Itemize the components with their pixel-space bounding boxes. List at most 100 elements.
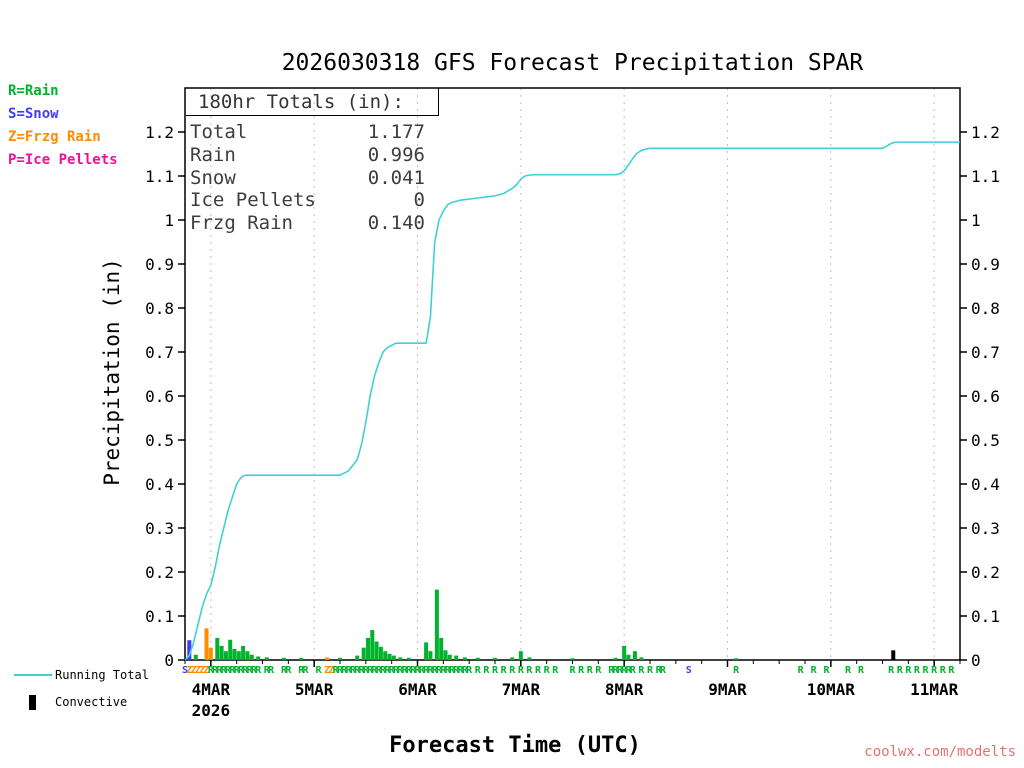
series-legend: Running Total Convective <box>10 666 149 720</box>
totals-box-header: 180hr Totals (in): <box>186 88 439 116</box>
svg-text:R: R <box>638 665 645 676</box>
convective-label: Convective <box>55 695 128 709</box>
totals-row-label: Ice Pellets <box>190 189 316 212</box>
svg-text:1.2: 1.2 <box>971 123 1000 142</box>
svg-text:9MAR: 9MAR <box>708 680 747 699</box>
svg-text:R: R <box>625 665 632 676</box>
svg-text:R: R <box>419 665 426 676</box>
svg-text:0.7: 0.7 <box>145 343 174 362</box>
svg-text:R: R <box>656 665 663 676</box>
svg-text:R: R <box>333 665 340 676</box>
svg-text:0.2: 0.2 <box>145 563 174 582</box>
svg-text:1: 1 <box>971 211 981 230</box>
svg-text:R: R <box>303 665 310 676</box>
svg-text:R: R <box>251 665 258 676</box>
svg-text:R: R <box>449 665 456 676</box>
svg-text:R: R <box>897 665 904 676</box>
svg-text:R: R <box>440 665 447 676</box>
svg-text:R: R <box>914 665 921 676</box>
svg-text:0.5: 0.5 <box>145 431 174 450</box>
totals-row-rain: Rain 0.996 <box>190 144 425 167</box>
totals-row-total: Total 1.177 <box>190 121 425 144</box>
svg-text:S: S <box>686 665 692 676</box>
legend-item-frzg-rain: Z=Frzg Rain <box>8 129 101 145</box>
svg-text:R: R <box>462 665 469 676</box>
svg-text:R: R <box>453 665 460 676</box>
totals-row-value: 0.996 <box>367 143 425 166</box>
svg-text:R: R <box>247 665 254 676</box>
svg-text:R: R <box>948 665 955 676</box>
legend-item-snow: S=Snow <box>8 106 59 122</box>
svg-text:S: S <box>182 665 188 676</box>
svg-text:R: R <box>229 665 236 676</box>
totals-row-value: 0.041 <box>367 166 425 189</box>
legend-running-total: Running Total <box>10 666 149 684</box>
svg-text:0.2: 0.2 <box>971 563 1000 582</box>
svg-text:0.5: 0.5 <box>971 431 1000 450</box>
svg-text:R: R <box>242 665 249 676</box>
svg-text:R: R <box>406 665 413 676</box>
svg-text:R: R <box>608 665 615 676</box>
convective-bar-swatch <box>10 694 55 710</box>
totals-row-value: 1.177 <box>367 121 425 143</box>
svg-text:R: R <box>354 665 361 676</box>
svg-text:R: R <box>798 665 805 676</box>
svg-text:R: R <box>350 665 357 676</box>
svg-text:R: R <box>315 665 322 676</box>
svg-text:R: R <box>492 665 499 676</box>
svg-text:0.4: 0.4 <box>145 475 174 494</box>
black-bar-swatch <box>29 694 36 710</box>
svg-text:R: R <box>587 665 594 676</box>
svg-text:1.1: 1.1 <box>145 167 174 186</box>
svg-text:R: R <box>380 665 387 676</box>
svg-text:R: R <box>264 665 271 676</box>
svg-text:R: R <box>483 665 490 676</box>
totals-row-frzg-rain: Frzg Rain 0.140 <box>190 212 425 235</box>
watermark: coolwx.com/modelts <box>864 744 1016 760</box>
legend-item-rain: R=Rain <box>8 83 59 99</box>
svg-text:R: R <box>617 665 624 676</box>
svg-text:R: R <box>905 665 912 676</box>
svg-text:0.3: 0.3 <box>145 519 174 538</box>
svg-text:2026: 2026 <box>192 701 231 720</box>
svg-text:R: R <box>466 665 473 676</box>
svg-text:Z: Z <box>186 665 192 676</box>
running-total-label: Running Total <box>55 668 149 682</box>
totals-box: 180hr Totals (in): Total 1.177 Rain 0.99… <box>186 88 439 235</box>
svg-text:R: R <box>234 665 241 676</box>
svg-text:R: R <box>458 665 465 676</box>
totals-row-value: 0 <box>413 189 425 212</box>
svg-text:R: R <box>337 665 344 676</box>
svg-text:Z: Z <box>191 665 197 676</box>
y-axis-title: Precipitation (in) <box>100 258 124 486</box>
svg-text:R: R <box>535 665 542 676</box>
svg-text:R: R <box>509 665 516 676</box>
svg-text:R: R <box>436 665 443 676</box>
svg-text:R: R <box>526 665 533 676</box>
svg-text:R: R <box>281 665 288 676</box>
totals-row-label: Snow <box>190 166 236 189</box>
svg-text:Z: Z <box>199 665 205 676</box>
cyan-line-swatch <box>13 674 52 676</box>
svg-text:R: R <box>423 665 430 676</box>
svg-text:R: R <box>216 665 223 676</box>
svg-text:R: R <box>212 665 219 676</box>
svg-text:0.1: 0.1 <box>971 607 1000 626</box>
svg-text:1: 1 <box>164 211 174 230</box>
svg-text:0.8: 0.8 <box>971 299 1000 318</box>
svg-text:R: R <box>363 665 370 676</box>
svg-text:0.1: 0.1 <box>145 607 174 626</box>
svg-text:R: R <box>621 665 628 676</box>
svg-text:R: R <box>255 665 262 676</box>
svg-text:R: R <box>346 665 353 676</box>
svg-text:R: R <box>432 665 439 676</box>
svg-text:0.7: 0.7 <box>971 343 1000 362</box>
svg-text:Z: Z <box>204 665 210 676</box>
svg-text:R: R <box>733 665 740 676</box>
svg-text:R: R <box>397 665 404 676</box>
svg-text:R: R <box>630 665 637 676</box>
svg-text:1.2: 1.2 <box>145 123 174 142</box>
precip-type-legend: R=Rain S=Snow Z=Frzg Rain P=Ice Pellets <box>8 80 118 172</box>
totals-row-label: Rain <box>190 143 236 166</box>
